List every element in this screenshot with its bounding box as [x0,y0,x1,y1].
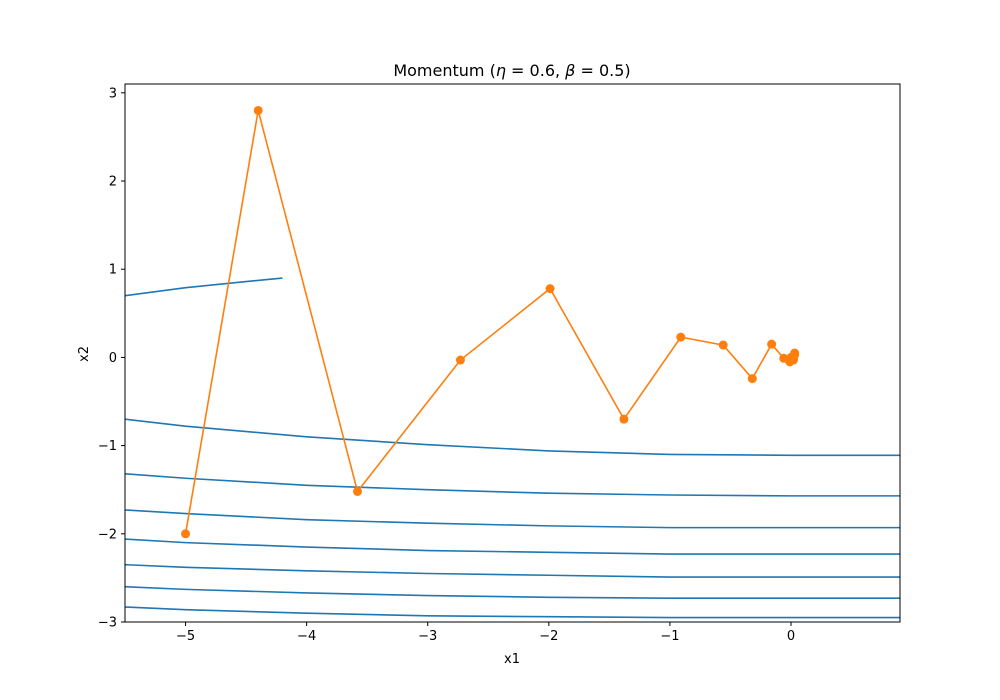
trajectory-point [353,486,362,496]
contour-line-6 [125,563,900,578]
y-tick-label: 1 [109,263,117,278]
y-tick-label: 2 [109,175,117,190]
contour-line-8 [125,606,900,619]
y-tick-label: −2 [98,527,117,542]
trajectory-point [747,374,757,384]
x-tick-label: −3 [418,629,437,644]
contour-line-1 [125,277,283,297]
trajectory-line [184,110,796,534]
trajectory-point [767,339,777,349]
contour-line-5 [125,538,900,555]
trajectory-point [718,340,728,350]
axes: −5 −4 −3 −2 −1 0 −3 −2 −1 0 1 2 3 [98,83,901,644]
y-tick-label: 0 [109,351,117,366]
contour-line-2 [125,418,900,457]
x-axis-label: x1 [504,652,520,667]
x-tick-label: −2 [539,629,558,644]
trajectory-point [676,332,686,342]
trajectory-point [253,105,263,115]
contour-line-3 [125,473,900,497]
chart-title: Momentum (η = 0.6, β = 0.5) [393,61,630,80]
trajectory-point [455,355,465,365]
plot-area [125,105,900,619]
axes-frame [124,83,901,623]
y-tick-label: 3 [109,86,117,101]
contour-line-7 [125,585,900,599]
trajectory-point [181,529,191,539]
x-tick-label: −5 [176,629,195,644]
trajectory-point [545,284,555,294]
y-tick-label: −1 [98,439,117,454]
y-tick-label: −3 [98,616,117,631]
trajectory-point [786,352,796,362]
plot-content [125,105,900,619]
x-tick-label: −1 [660,629,679,644]
trajectory-point [619,414,629,424]
x-tick-label: −4 [297,629,316,644]
x-tick-label: 0 [787,629,795,644]
contour-line-4 [125,509,900,529]
y-axis-label: x2 [77,346,92,362]
